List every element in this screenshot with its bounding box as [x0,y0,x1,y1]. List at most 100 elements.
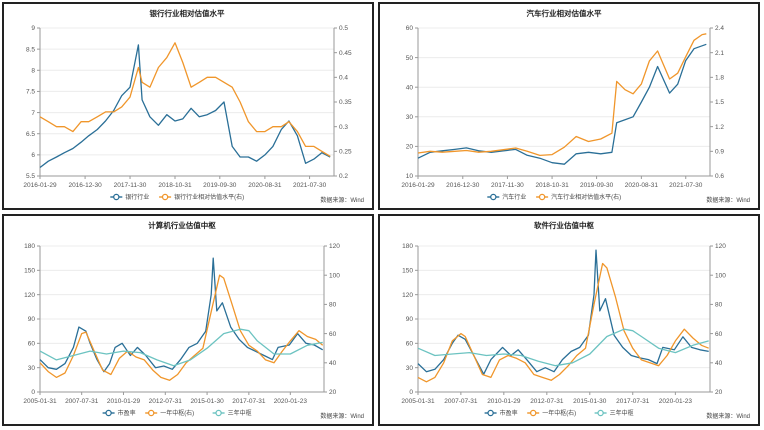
chart-panel-software: 软件行业估值中枢 0 30 60 90 120 150 180 20 40 60 80 100 120 20… [378,214,760,426]
y-left-tick-label: 5.5 [26,173,35,180]
y-right-tick-label: 0.5 [339,25,348,32]
y-right-tick-label: 0.9 [715,149,724,156]
y-left-tick-label: 20 [406,144,414,151]
y-left-tick-label: 40 [406,84,414,91]
y-right-tick-label: 0.45 [339,50,352,57]
x-tick-label: 2020-08-31 [248,182,282,189]
y-right-tick-label: 0.25 [339,149,352,156]
y-left-tick-label: 180 [24,243,35,250]
chart-title: 银行行业相对估值水平 [150,8,225,18]
y-right-tick-label: 80 [715,302,723,309]
y-left-tick-label: 30 [28,365,36,372]
y-right-tick-label: 0.35 [339,99,352,106]
x-tick-label: 2016-12-30 [446,182,480,189]
legend-marker-1 [529,409,537,417]
series-0-line [39,44,331,169]
legend-label-1: 一年中枢(右) [160,409,194,417]
x-tick-label: 2021-07-30 [669,182,703,189]
series-0-line [417,249,709,375]
x-tick-label: 2020-01-23 [659,398,693,405]
x-tick-label: 2021-07-30 [293,182,327,189]
x-tick-label: 2015-01-30 [573,398,607,405]
y-right-tick-label: 100 [715,272,726,279]
y-left-tick-label: 7 [31,110,35,117]
legend-label-1: 汽车行业相对估值水平(右) [551,193,621,201]
legend-marker-0 [487,409,494,417]
series-1-line [39,274,324,381]
y-left-tick-label: 0 [31,389,35,396]
y-right-tick-label: 0.3 [339,124,348,131]
y-right-tick-label: 1.2 [715,124,724,131]
legend-label-0: 市盈率 [118,409,136,417]
x-tick-label: 2016-12-30 [68,182,102,189]
y-right-tick-label: 60 [715,331,723,338]
series-1-line [417,33,707,157]
x-tick-label: 2012-07-31 [149,398,183,405]
chart-panel-bank: 银行行业相对估值水平 5.5 6 6.5 7 7.5 8 8.5 9 0.2 0.25 0.3 0.35… [2,2,374,210]
y-left-tick-label: 6.5 [26,131,35,138]
series-0-line [417,43,707,165]
y-left-tick-label: 150 [402,268,413,275]
y-right-tick-label: 2.4 [715,25,724,32]
y-right-tick-label: 120 [715,243,726,250]
y-left-tick-label: 6 [31,152,35,159]
y-left-tick-label: 0 [409,389,413,396]
source-note: 数据来源：Wind [320,196,364,204]
y-left-tick-label: 150 [24,268,35,275]
computer-valuation-chart: 计算机行业估值中枢 0 30 60 90 120 150 180 20 40 60 80 100 120 2… [23,220,364,420]
y-right-tick-label: 100 [329,272,340,279]
y-right-tick-label: 120 [329,243,340,250]
chart-panel-auto: 汽车行业相对估值水平 10 20 30 40 50 60 0.6 0.9 1.2 1.5 1.8 2.1… [378,2,760,210]
x-tick-label: 2005-01-31 [23,398,57,405]
bank-valuation-chart: 银行行业相对估值水平 5.5 6 6.5 7 7.5 8 8.5 9 0.2 0.25 0.3 0.35… [23,8,364,204]
legend-label-2: 三年中枢 [228,409,252,417]
legend-label-1: 一年中枢(右) [542,409,576,417]
y-left-tick-label: 120 [24,292,35,299]
y-left-tick-label: 60 [28,341,36,348]
legend-marker-1 [538,193,546,201]
x-tick-label: 2020-08-31 [625,182,659,189]
legend-marker-0 [490,193,497,201]
series-2-line [39,328,323,367]
legend-marker-0 [105,409,112,417]
y-left-tick-label: 90 [28,316,36,323]
x-tick-label: 2012-07-31 [530,398,564,405]
y-left-tick-label: 8.5 [26,46,35,53]
x-tick-label: 2016-01-29 [23,182,57,189]
series-1-line [39,42,331,157]
y-right-tick-label: 1.8 [715,75,724,82]
legend-marker-0 [113,193,120,201]
source-note: 数据来源：Wind [706,196,750,204]
y-left-tick-label: 60 [406,341,414,348]
y-left-tick-label: 30 [406,365,414,372]
legend-label-0: 市盈率 [500,409,518,417]
chart-title: 计算机行业估值中枢 [148,220,216,230]
y-right-tick-label: 40 [329,360,337,367]
source-note: 数据来源：Wind [706,412,750,420]
chart-title: 汽车行业相对估值水平 [527,8,602,18]
y-right-tick-label: 40 [715,360,723,367]
series-2-line [417,328,709,367]
y-left-tick-label: 8 [31,67,35,74]
x-tick-label: 2017-11-30 [114,182,147,189]
legend-marker-1 [161,193,169,201]
x-tick-label: 2005-01-31 [401,398,435,405]
x-tick-label: 2010-01-29 [487,398,521,405]
y-left-tick-label: 7.5 [26,89,35,96]
y-right-tick-label: 80 [329,302,337,309]
auto-valuation-chart: 汽车行业相对估值水平 10 20 30 40 50 60 0.6 0.9 1.2 1.5 1.8 2.1… [401,8,750,204]
legend-marker-1 [147,409,155,417]
y-left-tick-label: 10 [406,173,414,180]
y-right-tick-label: 0.6 [715,173,724,180]
y-right-tick-label: 1.5 [715,99,724,106]
x-tick-label: 2017-07-31 [616,398,650,405]
y-left-tick-label: 30 [406,114,414,121]
y-left-tick-label: 180 [402,243,413,250]
y-right-tick-label: 20 [715,389,723,396]
chart-title: 软件行业估值中枢 [534,220,594,230]
legend-marker-2 [215,409,222,417]
y-left-tick-label: 90 [406,316,414,323]
legend-label-0: 银行行业 [125,193,149,201]
x-tick-label: 2010-01-29 [107,398,141,405]
x-tick-label: 2007-07-31 [65,398,99,405]
